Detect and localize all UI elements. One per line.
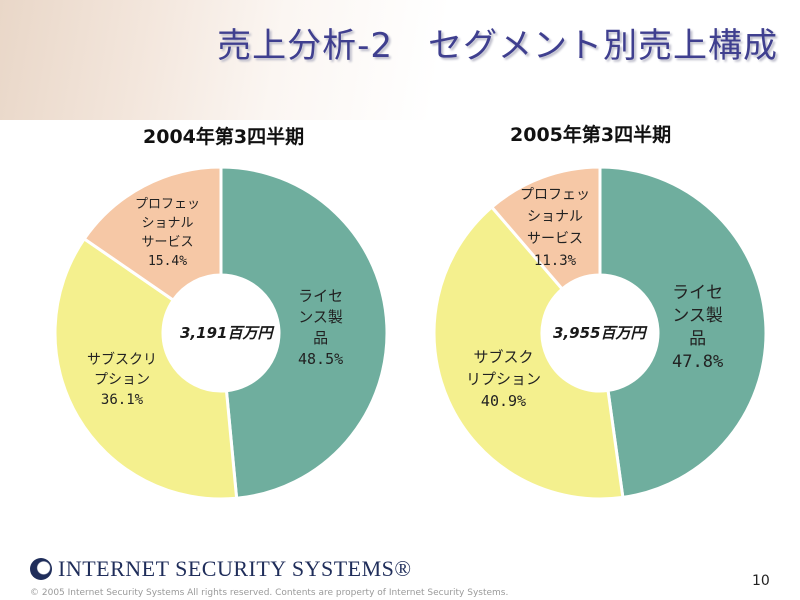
donut-hole-2005	[542, 275, 658, 391]
logo-mark-icon	[30, 558, 52, 580]
slice-label-license-2005: ライセ ンス製 品 47.8%	[672, 283, 724, 372]
center-total-2004: 3,191百万円	[180, 324, 273, 342]
logo-text: INTERNET SECURITY SYSTEMS®	[58, 556, 412, 581]
donut-chart-2005	[432, 165, 768, 501]
chart-title-2005: 2005年第3四半期	[510, 124, 672, 146]
slice-label-license-2004: ライセ ンス製 品 48.5%	[298, 287, 344, 368]
header-band	[0, 0, 800, 120]
company-logo: INTERNET SECURITY SYSTEMS®	[30, 556, 412, 582]
slice-label-subscription-2004: サブスクリ プション 36.1%	[87, 352, 157, 408]
donut-hole-2004	[163, 275, 279, 391]
slice-label-professional-2004: プロフェッ ショナル サービス 15.4%	[135, 197, 201, 269]
copyright-footer: © 2005 Internet Security Systems All rig…	[30, 588, 509, 598]
page-number: 10	[752, 573, 770, 589]
page-title: 売上分析-2 セグメント別売上構成	[217, 26, 778, 66]
chart-title-2004: 2004年第3四半期	[143, 126, 305, 148]
slice-label-professional-2005: プロフェッ ショナル サービス 11.3%	[520, 187, 590, 269]
slice-label-subscription-2005: サブスク リプション 40.9%	[466, 348, 542, 410]
donut-chart-2004	[53, 165, 389, 501]
center-total-2005: 3,955百万円	[553, 324, 646, 342]
slice-professional-2004	[82, 165, 223, 303]
